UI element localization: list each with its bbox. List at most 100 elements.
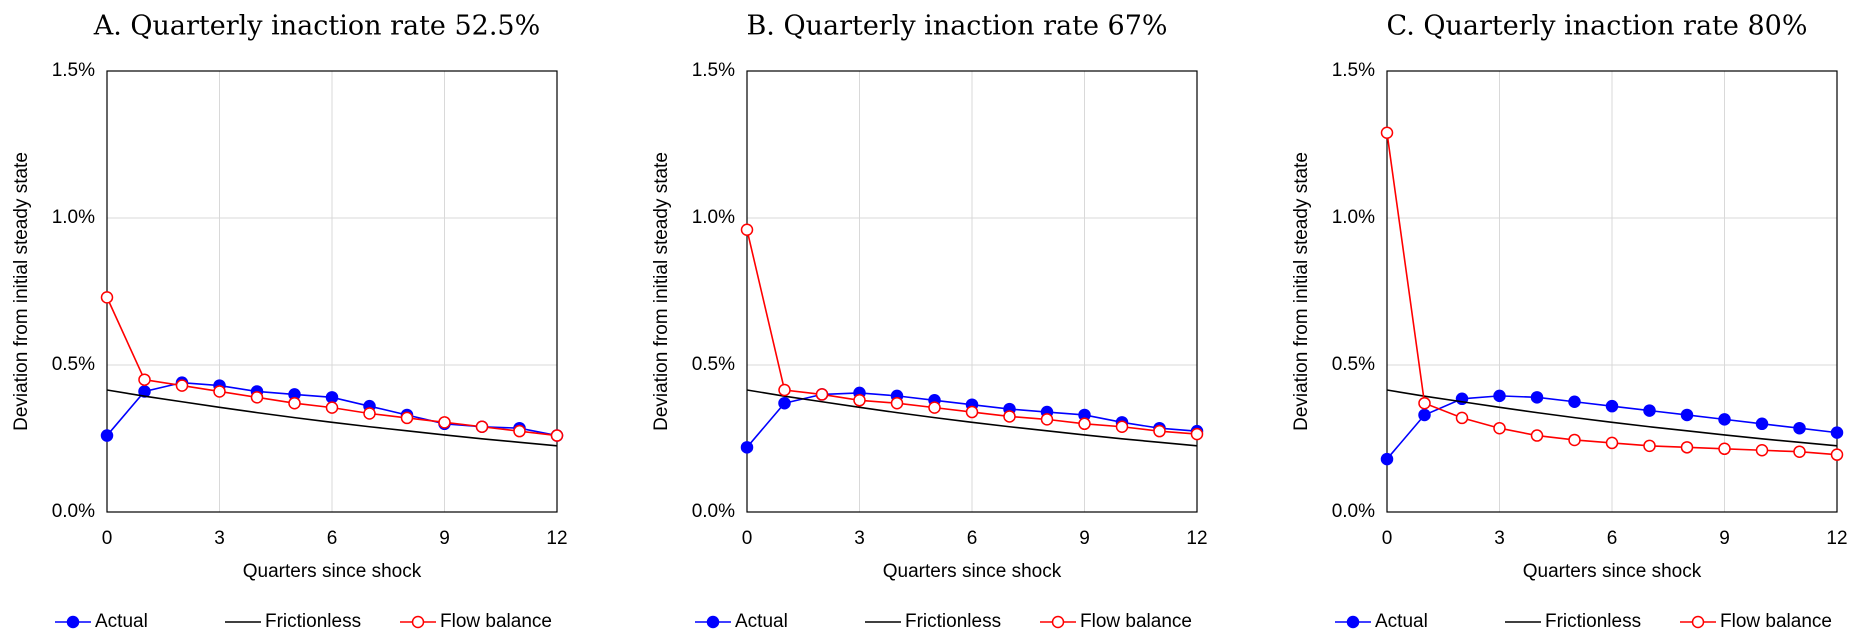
legend-marker bbox=[411, 615, 425, 629]
point bbox=[1755, 417, 1769, 431]
x-tick-label: 12 bbox=[1826, 528, 1847, 549]
y-tick-label: 0.0% bbox=[1332, 501, 1375, 522]
legend-label: Actual bbox=[735, 611, 788, 632]
point bbox=[1380, 126, 1394, 139]
x-axis-label: Quarters since shock bbox=[243, 561, 422, 582]
x-tick-label: 3 bbox=[214, 528, 225, 549]
legend-marker bbox=[1691, 615, 1705, 629]
point bbox=[1605, 436, 1619, 450]
point bbox=[175, 379, 189, 392]
legend-label: Flow balance bbox=[440, 611, 552, 632]
point bbox=[1830, 448, 1844, 461]
chart-title: C. Quarterly inaction rate 80% bbox=[1387, 11, 1808, 42]
point bbox=[1530, 429, 1544, 442]
x-tick-label: 9 bbox=[1719, 528, 1730, 549]
y-tick-label: 0.5% bbox=[52, 354, 95, 375]
chart-title: B. Quarterly inaction rate 67% bbox=[746, 11, 1167, 42]
legend-label: Flow balance bbox=[1720, 611, 1832, 632]
point bbox=[1153, 424, 1166, 438]
x-tick-label: 0 bbox=[102, 528, 113, 549]
legend-label: Flow balance bbox=[1080, 611, 1192, 632]
x-tick-label: 12 bbox=[1186, 528, 1207, 549]
y-tick-label: 1.5% bbox=[692, 60, 735, 81]
y-tick-label: 0.5% bbox=[692, 354, 735, 375]
point bbox=[100, 291, 114, 304]
x-tick-label: 12 bbox=[546, 528, 567, 549]
point bbox=[890, 396, 904, 410]
point bbox=[1418, 396, 1431, 410]
point bbox=[1755, 444, 1769, 457]
series-line bbox=[746, 389, 1198, 447]
point bbox=[100, 429, 114, 442]
point bbox=[325, 401, 339, 414]
x-tick-label: 3 bbox=[1494, 528, 1505, 549]
point bbox=[1718, 413, 1731, 426]
point bbox=[740, 223, 754, 237]
y-tick-label: 1.0% bbox=[692, 207, 735, 228]
point bbox=[1040, 413, 1054, 426]
point bbox=[1190, 427, 1204, 441]
point bbox=[250, 391, 264, 404]
point bbox=[1493, 389, 1506, 403]
point bbox=[288, 396, 301, 410]
point bbox=[1003, 410, 1016, 423]
point bbox=[815, 388, 829, 401]
point bbox=[965, 405, 979, 419]
y-tick-label: 1.5% bbox=[52, 60, 95, 81]
point bbox=[1830, 426, 1844, 439]
series-line bbox=[1386, 389, 1838, 447]
y-tick-label: 1.5% bbox=[1332, 60, 1375, 81]
point bbox=[1380, 452, 1394, 466]
point bbox=[1078, 417, 1091, 431]
series-line bbox=[106, 389, 558, 447]
point bbox=[778, 396, 791, 410]
point bbox=[1793, 421, 1806, 435]
point bbox=[138, 373, 151, 386]
plot-frame bbox=[1386, 70, 1838, 513]
y-tick-label: 0.0% bbox=[52, 501, 95, 522]
x-axis-label: Quarters since shock bbox=[1523, 561, 1702, 582]
x-tick-label: 0 bbox=[1382, 528, 1393, 549]
legend-label: Frictionless bbox=[905, 611, 1001, 632]
plot-frame bbox=[746, 70, 1198, 513]
point bbox=[928, 401, 941, 414]
point bbox=[1605, 399, 1619, 413]
point bbox=[1568, 395, 1581, 408]
x-tick-label: 6 bbox=[1607, 528, 1618, 549]
x-tick-label: 3 bbox=[854, 528, 865, 549]
point bbox=[475, 420, 489, 433]
y-tick-label: 0.5% bbox=[1332, 354, 1375, 375]
point bbox=[1115, 420, 1129, 433]
point bbox=[438, 416, 451, 429]
x-tick-label: 9 bbox=[1079, 528, 1090, 549]
point bbox=[1793, 445, 1806, 458]
point bbox=[1718, 442, 1731, 456]
x-tick-label: 6 bbox=[967, 528, 978, 549]
point bbox=[853, 394, 866, 407]
point bbox=[778, 383, 791, 397]
legend-label: Frictionless bbox=[265, 611, 361, 632]
point bbox=[325, 391, 339, 404]
legend-label: Frictionless bbox=[1545, 611, 1641, 632]
chart-title: A. Quarterly inaction rate 52.5% bbox=[93, 11, 541, 42]
y-axis-label: Deviation from initial steady state bbox=[11, 152, 32, 431]
legend-marker bbox=[1346, 615, 1360, 629]
legend-marker bbox=[1051, 615, 1065, 629]
point bbox=[1418, 408, 1431, 422]
x-axis-label: Quarters since shock bbox=[883, 561, 1062, 582]
point bbox=[1680, 408, 1694, 422]
legend-label: Actual bbox=[1375, 611, 1428, 632]
point bbox=[213, 385, 226, 398]
x-tick-label: 9 bbox=[439, 528, 450, 549]
legend-label: Actual bbox=[95, 611, 148, 632]
x-tick-label: 6 bbox=[327, 528, 338, 549]
point bbox=[513, 424, 526, 438]
y-tick-label: 1.0% bbox=[52, 207, 95, 228]
legend-marker bbox=[706, 615, 720, 629]
point bbox=[363, 407, 376, 420]
point bbox=[1530, 391, 1544, 404]
y-tick-label: 1.0% bbox=[1332, 207, 1375, 228]
point bbox=[1568, 433, 1581, 447]
point bbox=[1493, 421, 1506, 435]
